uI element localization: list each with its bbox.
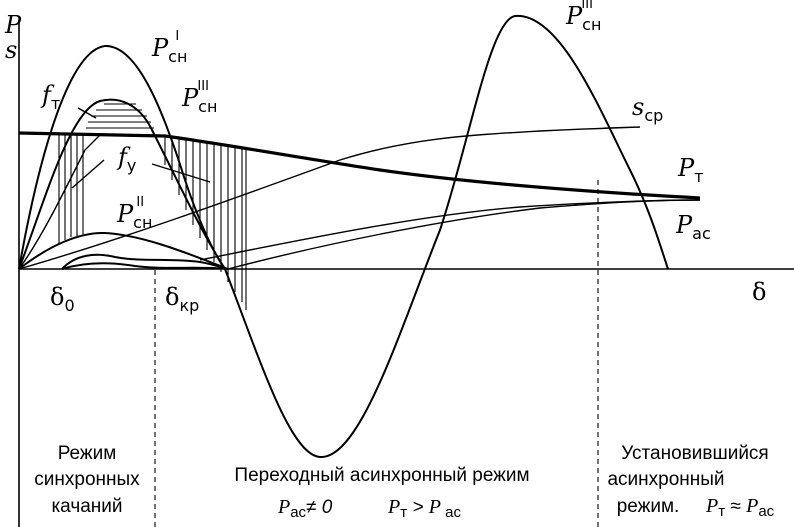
p-sn-2-curve (18, 231, 229, 270)
label-f-y: fу (116, 143, 136, 175)
p-sn-2-inner-curve (61, 253, 229, 270)
label-p-t: Pт (677, 154, 703, 186)
y-axis-label-p: P (4, 11, 22, 39)
caption-steady-line-2: асинхронный (607, 469, 724, 490)
p-as-tail (227, 199, 701, 270)
label-p-sn-3-big: PснIII (565, 0, 601, 34)
label-p-sn-3-small: PснIII (181, 79, 217, 116)
label-p-sn-1: PснI (151, 29, 187, 66)
label-p-sn-2: PснII (116, 195, 152, 232)
caption-sync-line-3: качаний (51, 496, 122, 517)
label-p-as: Pас (675, 211, 711, 243)
f-t-hatching (86, 103, 154, 129)
caption-transient-cond-1: Pас≠ 0 (277, 496, 333, 521)
x-axis-label: δ (752, 278, 766, 306)
caption-transient-title: Переходный асинхронный режим (234, 465, 529, 486)
label-s-sr: sср (632, 93, 663, 125)
caption-steady-line-3: режим. (617, 496, 680, 517)
f-t-leader (77, 107, 97, 119)
s-sr-curve (18, 126, 641, 270)
caption-steady-cond: Pт ≈ Pас (705, 495, 775, 520)
f-y-hatching (58, 134, 247, 310)
p-sn-1-curve (18, 44, 226, 270)
label-delta-0: δ0 (50, 283, 75, 315)
f-y-leader-right (151, 163, 211, 183)
label-f-t: fт (40, 81, 60, 113)
p-sn-3-big-curve (224, 14, 669, 459)
p-t-curve (18, 131, 701, 200)
caption-sync-line-1: Режим (58, 443, 117, 464)
caption-steady-line-1: Установившийся (621, 443, 768, 464)
caption-transient-cond-2: Pт > P ас (387, 496, 461, 521)
f-y-leader-left (71, 159, 105, 189)
p-sn-2-bottom-curve (61, 262, 229, 270)
caption-sync-line-2: синхронных (34, 469, 140, 490)
label-delta-kr: δкр (165, 283, 199, 315)
p-sn-3-small-curve (18, 98, 226, 270)
y-axis-label-s: s (5, 36, 17, 64)
